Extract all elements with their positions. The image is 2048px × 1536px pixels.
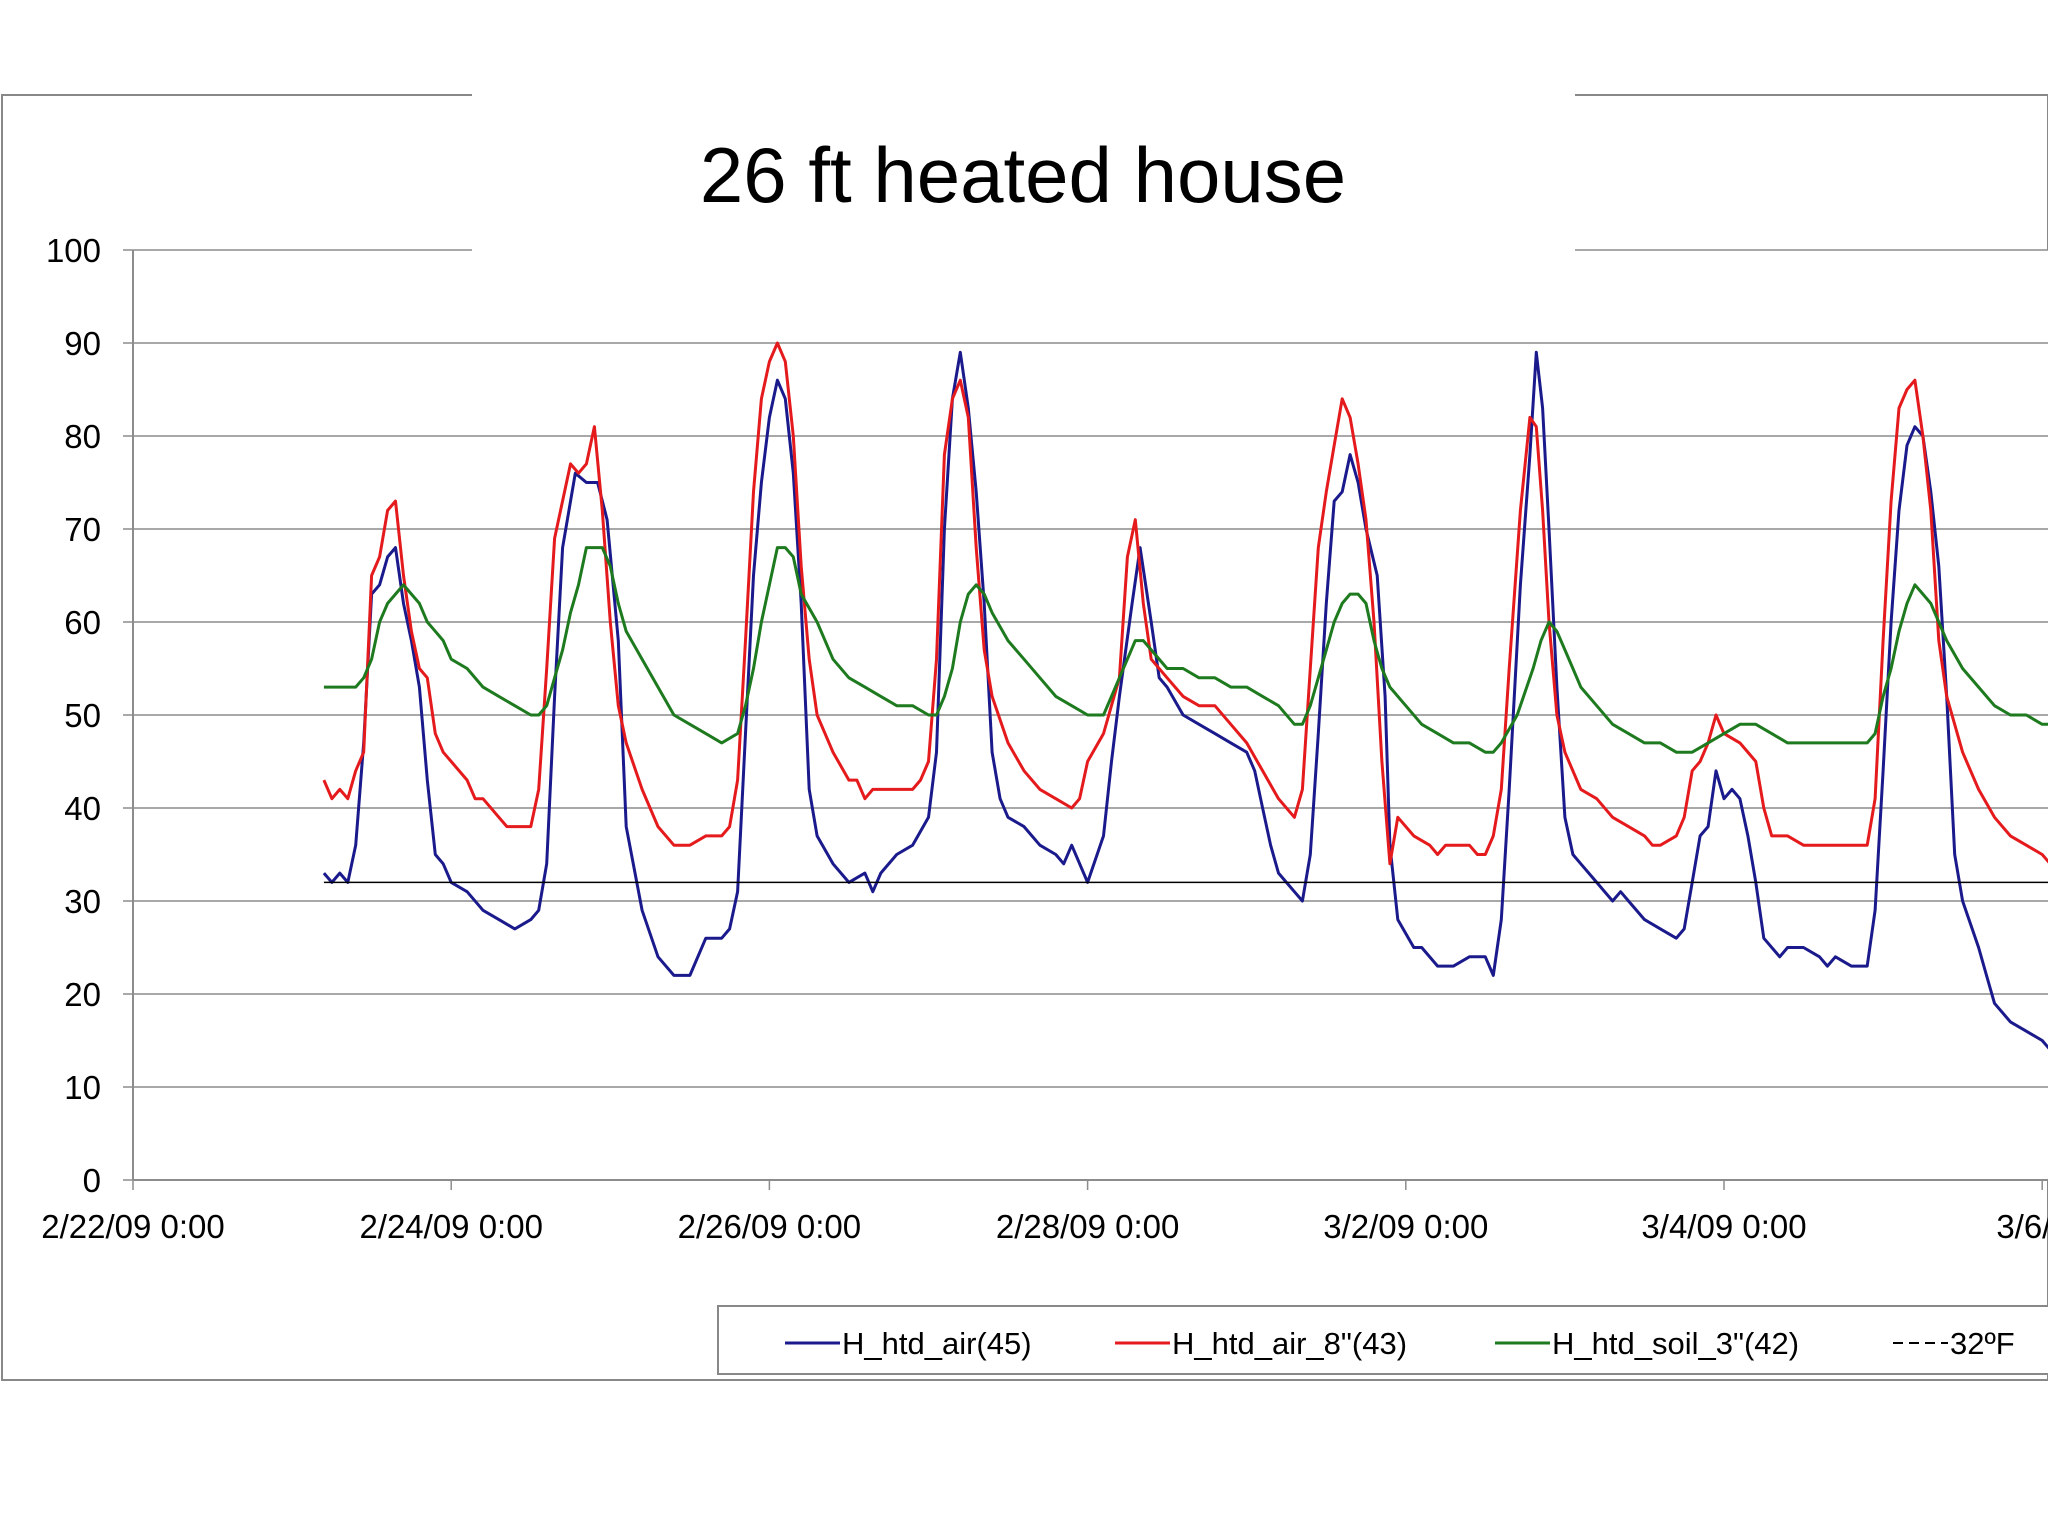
y-tick-label-70: 70 <box>64 511 101 548</box>
legend-label-2: H_htd_soil_3"(42) <box>1552 1326 1799 1361</box>
legend-label-0: H_htd_air(45) <box>842 1326 1032 1361</box>
x-tick-label-1: 2/24/09 0:00 <box>359 1208 543 1245</box>
y-tick-label-100: 100 <box>46 232 101 269</box>
legend-label-1: H_htd_air_8"(43) <box>1172 1326 1407 1361</box>
y-tick-label-40: 40 <box>64 790 101 827</box>
x-tick-label-2: 2/26/09 0:00 <box>678 1208 862 1245</box>
y-tick-label-50: 50 <box>64 697 101 734</box>
legend-box <box>717 1305 2048 1375</box>
series-line-0 <box>322 350 2048 1050</box>
chart-title: 26 ft heated house <box>700 131 1346 219</box>
series-line-1 <box>322 341 2048 866</box>
x-tick-label-6: 3/6/09 <box>1996 1208 2048 1245</box>
y-tick-label-60: 60 <box>64 604 101 641</box>
series-group <box>322 341 2048 1050</box>
x-tick-label-0: 2/22/09 0:00 <box>41 1208 225 1245</box>
x-tick-label-3: 2/28/09 0:00 <box>996 1208 1180 1245</box>
y-tick-label-90: 90 <box>64 325 101 362</box>
title-background <box>472 88 1575 253</box>
y-tick-label-0: 0 <box>83 1162 101 1199</box>
y-tick-label-20: 20 <box>64 976 101 1013</box>
y-tick-label-30: 30 <box>64 883 101 920</box>
x-tick-label-4: 3/2/09 0:00 <box>1323 1208 1488 1245</box>
series-line-2 <box>323 546 2048 754</box>
axes: 0 10 20 30 40 50 60 70 80 90 100 2/22/09 0:00 2/24/0… <box>41 232 2048 1245</box>
legend-label-3: 32ºF <box>1950 1326 2015 1361</box>
legend: H_htd_air(45) H_htd_air_8"(43) H_htd_soil_… <box>717 1305 2048 1375</box>
y-tick-label-10: 10 <box>64 1069 101 1106</box>
y-tick-label-80: 80 <box>64 418 101 455</box>
x-tick-label-5: 3/4/09 0:00 <box>1641 1208 1806 1245</box>
